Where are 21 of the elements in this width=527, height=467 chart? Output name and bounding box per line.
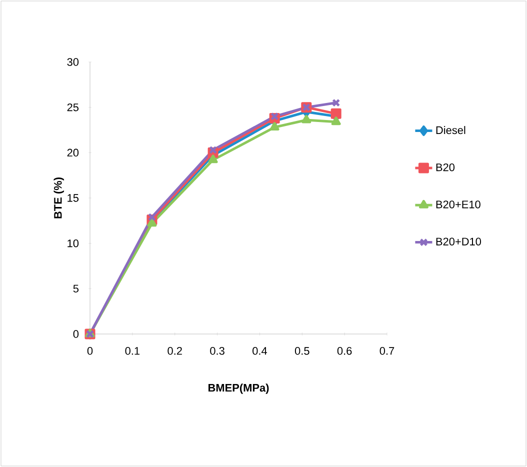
x-tick-label: 0.1 — [125, 347, 140, 355]
y-tick-label: 0 — [73, 330, 79, 338]
x-tick-label: 0.7 — [380, 347, 394, 355]
legend-label: B20+E10 — [436, 200, 480, 208]
legend-label: Diesel — [436, 126, 466, 134]
y-tick-label: 30 — [67, 58, 79, 66]
x-tick-label: 0 — [87, 347, 93, 355]
x-axis-title: BMEP(MPa) — [208, 384, 269, 394]
y-tick-label: 20 — [67, 148, 79, 157]
y-tick-label: 25 — [67, 103, 79, 112]
x-tick-label: 0.5 — [294, 347, 310, 355]
y-tick-label: 10 — [68, 239, 79, 248]
y-tick-label: 15 — [68, 194, 79, 202]
x-tick-label: 0.2 — [168, 347, 182, 355]
y-axis-title: BTE (%) — [54, 178, 64, 218]
x-tick-label: 0.6 — [337, 347, 352, 355]
x-tick-label: 0.3 — [210, 347, 224, 355]
legend-label: B20+D10 — [436, 238, 482, 246]
y-tick-label: 5 — [73, 284, 79, 292]
x-tick-label: 0.4 — [252, 347, 268, 355]
legend-label: B20 — [436, 163, 455, 172]
